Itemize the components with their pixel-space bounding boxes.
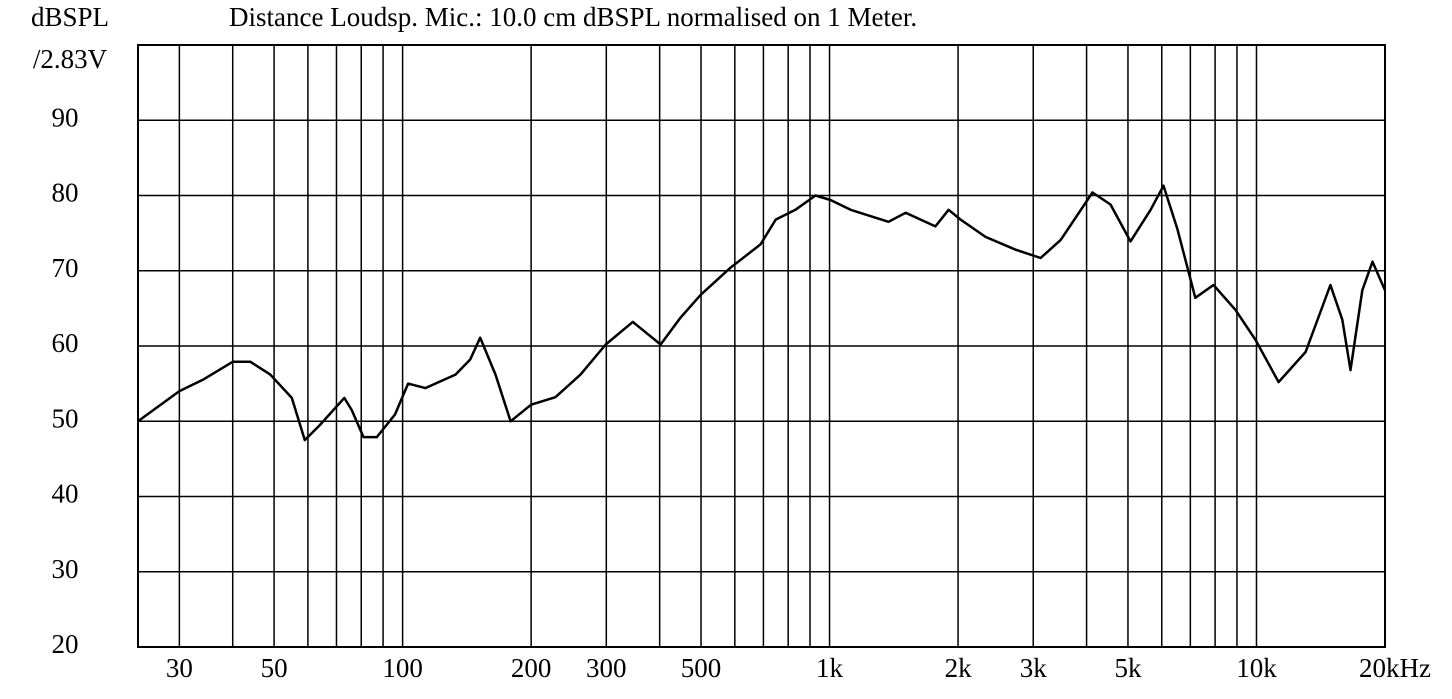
plot-frame <box>137 44 1386 648</box>
response-curve <box>137 184 1387 442</box>
y-tick-label: 60 <box>52 328 79 358</box>
x-tick-label: 3k <box>1020 653 1048 683</box>
y-axis-label: dBSPL <box>31 2 109 32</box>
x-tick-label: 200 <box>511 653 552 683</box>
chart-title: Distance Loudsp. Mic.: 10.0 cm dBSPL nor… <box>229 2 917 32</box>
y-tick-label: 30 <box>52 554 79 584</box>
y-tick-label: 40 <box>52 479 79 509</box>
y-tick-label: 50 <box>52 403 79 433</box>
x-tick-label: 300 <box>586 653 627 683</box>
x-tick-label: 20kHz <box>1359 653 1431 683</box>
x-tick-label: 30 <box>166 653 193 683</box>
y-tick-label: 90 <box>52 102 79 132</box>
x-tick-label: 500 <box>681 653 722 683</box>
y-tick-label: 80 <box>52 178 79 208</box>
x-tick-label: 5k <box>1114 653 1142 683</box>
x-tick-label: 2k <box>945 653 973 683</box>
y-axis-label: /2.83V <box>33 44 108 74</box>
x-tick-label: 100 <box>382 653 423 683</box>
y-tick-label: 20 <box>52 629 79 659</box>
x-tick-label: 1k <box>816 653 844 683</box>
x-tick-label: 10k <box>1236 653 1277 683</box>
y-tick-label: 70 <box>52 253 79 283</box>
x-tick-label: 50 <box>261 653 288 683</box>
